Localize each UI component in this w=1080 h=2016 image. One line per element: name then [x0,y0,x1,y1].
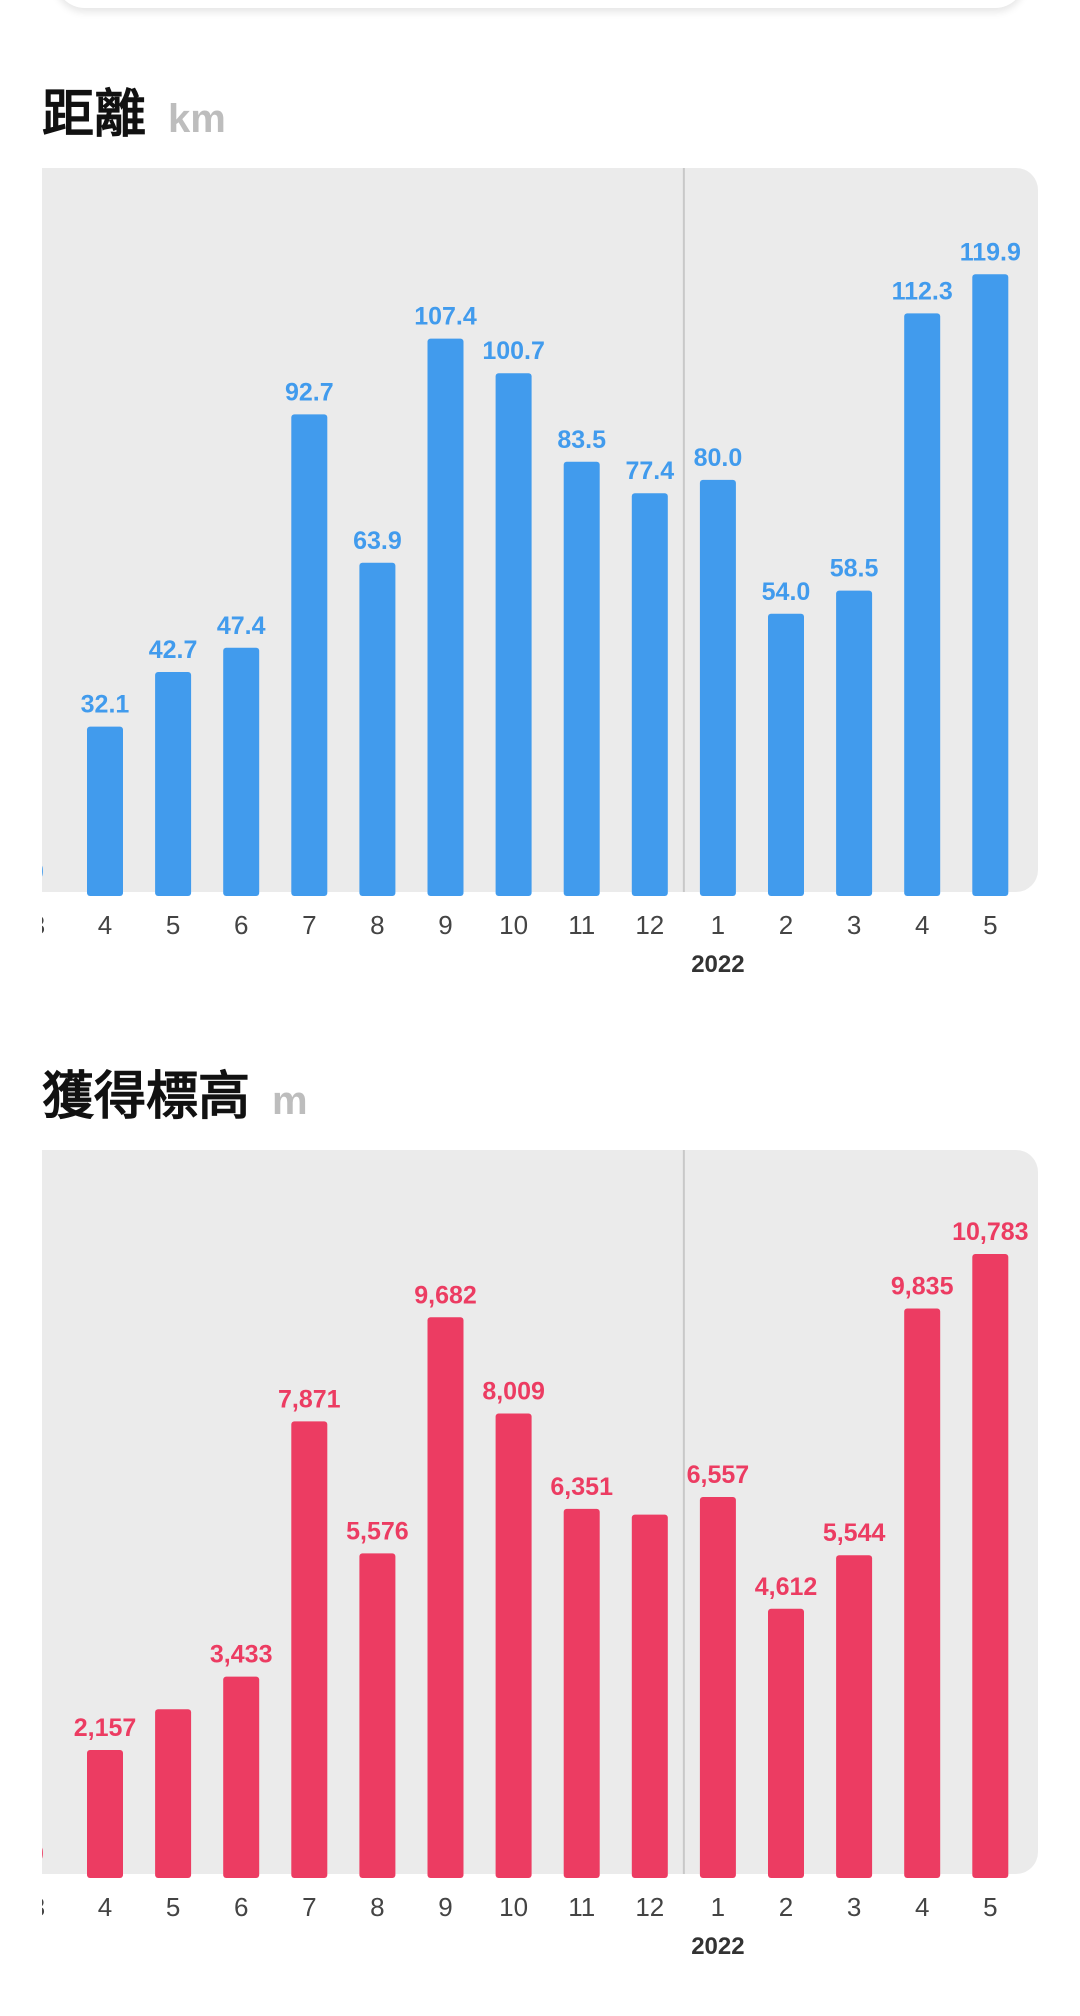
elevation-bar-6[interactable] [495,1413,532,1878]
distance-x-tick-11: 3 [847,910,861,940]
distance-bar-8[interactable] [631,493,668,896]
elevation-x-tick-9: 1 [711,1892,725,1922]
distance-x-tick-13: 5 [983,910,997,940]
elevation-value-label-3: 7,871 [278,1385,341,1413]
distance-bar-chart[interactable]: 0 3 32.1 4 42.7 5 47.4 6 92.7 7 63.9 8 107.4 9 100.7 10… [0,150,1080,1010]
distance-value-label-10: 54.0 [762,578,811,606]
elevation-value-label-12: 9,835 [891,1272,954,1300]
distance-value-label-13: 119.9 [960,238,1021,266]
distance-value-label-12: 112.3 [892,277,953,305]
elevation-bar-7[interactable] [563,1508,600,1878]
distance-x-tick-4: 8 [370,910,384,940]
elevation-x-tick-7: 11 [568,1892,595,1922]
elevation-x-tick-6: 10 [499,1892,528,1922]
distance-bar-1[interactable] [155,672,192,896]
elevation-value-label-10: 4,612 [755,1573,818,1601]
distance-bar-7[interactable] [563,461,600,896]
elevation-bar-0[interactable] [87,1749,123,1878]
elevation-cutoff-tick: 3 [31,1892,45,1922]
distance-bar-0[interactable] [87,726,123,896]
elevation-unit: m [272,1079,308,1123]
elevation-value-label-0: 2,157 [74,1714,137,1742]
distance-value-label-5: 107.4 [414,303,477,331]
elevation-x-tick-3: 7 [302,1892,316,1922]
distance-x-tick-9: 1 [711,910,725,940]
distance-x-tick-12: 4 [915,910,929,940]
distance-value-label-2: 47.4 [217,612,266,640]
distance-bar-11[interactable] [836,590,873,896]
elevation-section-header: 獲得標高 m [42,1054,308,1129]
distance-x-tick-5: 9 [438,910,452,940]
elevation-bar-4[interactable] [359,1553,396,1878]
elevation-x-tick-5: 9 [438,1892,452,1922]
elevation-x-tick-0: 4 [98,1892,112,1922]
distance-bar-4[interactable] [359,562,396,896]
elevation-value-label-11: 5,544 [823,1519,886,1547]
distance-bar-13[interactable] [972,274,1009,896]
elevation-x-tick-11: 3 [847,1892,861,1922]
distance-title: 距離 [42,86,147,144]
elevation-bar-9[interactable] [699,1496,736,1878]
distance-x-tick-2: 6 [234,910,248,940]
elevation-x-tick-12: 4 [915,1892,929,1922]
elevation-bar-5[interactable] [427,1317,464,1878]
elevation-bar-2[interactable] [223,1676,260,1878]
distance-value-label-7: 83.5 [557,426,606,454]
distance-unit: km [168,97,226,141]
elevation-value-label-9: 6,557 [687,1461,750,1489]
elevation-x-tick-13: 5 [983,1892,997,1922]
distance-value-label-11: 58.5 [830,555,879,583]
distance-bar-5[interactable] [427,338,464,897]
elevation-x-tick-8: 12 [635,1892,664,1922]
distance-bar-2[interactable] [223,647,260,896]
distance-x-tick-0: 4 [98,910,112,940]
distance-bar-9[interactable] [699,479,736,896]
elevation-cutoff-value-label: 0 [30,1840,44,1868]
elevation-bar-3[interactable] [291,1421,328,1878]
elevation-bar-chart[interactable]: 0 3 2,157 4 5 3,433 6 7,871 7 5,576 8 9,682 9 8,009 10… [0,1132,1080,1992]
distance-section-header: 距離 km [42,72,226,147]
distance-value-label-8: 77.4 [625,457,674,485]
elevation-value-label-2: 3,433 [210,1641,273,1669]
elevation-title: 獲得標高 [42,1068,251,1126]
elevation-year-label: 2022 [691,1933,744,1960]
distance-year-label: 2022 [691,951,744,978]
distance-value-label-9: 80.0 [694,444,743,472]
elevation-value-label-6: 8,009 [482,1377,545,1405]
distance-bar-12[interactable] [904,313,941,896]
distance-value-label-6: 100.7 [482,337,545,365]
distance-x-tick-7: 11 [568,910,595,940]
elevation-x-tick-4: 8 [370,1892,384,1922]
elevation-value-label-5: 9,682 [414,1281,477,1309]
elevation-bar-10[interactable] [768,1608,804,1878]
elevation-value-label-4: 5,576 [346,1517,409,1545]
elevation-value-label-7: 6,351 [550,1473,613,1501]
elevation-x-tick-10: 2 [779,1892,793,1922]
distance-value-label-3: 92.7 [285,378,334,406]
distance-cutoff-value-label: 0 [30,858,44,886]
distance-x-tick-3: 7 [302,910,316,940]
elevation-value-label-13: 10,783 [952,1218,1028,1246]
distance-value-label-1: 42.7 [149,636,198,664]
distance-x-tick-6: 10 [499,910,528,940]
distance-bar-3[interactable] [291,414,328,896]
elevation-bar-11[interactable] [836,1555,873,1878]
distance-value-label-4: 63.9 [353,527,402,555]
distance-value-label-0: 32.1 [81,691,130,719]
distance-bar-6[interactable] [495,373,532,896]
distance-x-tick-1: 5 [166,910,180,940]
distance-bar-10[interactable] [768,613,804,896]
elevation-bar-12[interactable] [904,1308,941,1878]
distance-x-tick-8: 12 [635,910,664,940]
distance-x-tick-10: 2 [779,910,793,940]
previous-card-edge [55,0,1025,8]
distance-cutoff-tick: 3 [31,910,45,940]
elevation-bar-8[interactable] [631,1514,668,1878]
elevation-x-tick-1: 5 [166,1892,180,1922]
elevation-bar-1[interactable] [155,1709,192,1878]
elevation-bar-13[interactable] [972,1253,1009,1878]
elevation-x-tick-2: 6 [234,1892,248,1922]
